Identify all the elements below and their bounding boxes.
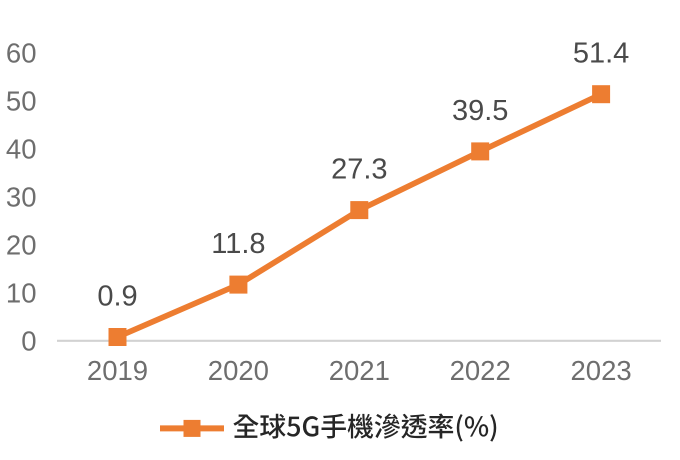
svg-text:0.9: 0.9 xyxy=(97,281,137,313)
svg-text:11.8: 11.8 xyxy=(211,228,265,260)
svg-text:51.4: 51.4 xyxy=(573,38,629,70)
svg-text:2021: 2021 xyxy=(329,355,390,386)
svg-text:40: 40 xyxy=(6,134,37,165)
svg-text:50: 50 xyxy=(6,85,37,116)
svg-text:2022: 2022 xyxy=(450,355,511,386)
svg-text:20: 20 xyxy=(6,230,37,261)
svg-text:39.5: 39.5 xyxy=(452,95,508,127)
svg-text:10: 10 xyxy=(6,278,37,309)
svg-text:27.3: 27.3 xyxy=(331,154,387,186)
svg-text:0: 0 xyxy=(21,326,36,357)
svg-text:2020: 2020 xyxy=(208,355,269,386)
svg-text:60: 60 xyxy=(6,37,37,68)
svg-text:2023: 2023 xyxy=(571,355,632,386)
svg-text:2019: 2019 xyxy=(87,355,148,386)
svg-text:30: 30 xyxy=(6,182,37,213)
